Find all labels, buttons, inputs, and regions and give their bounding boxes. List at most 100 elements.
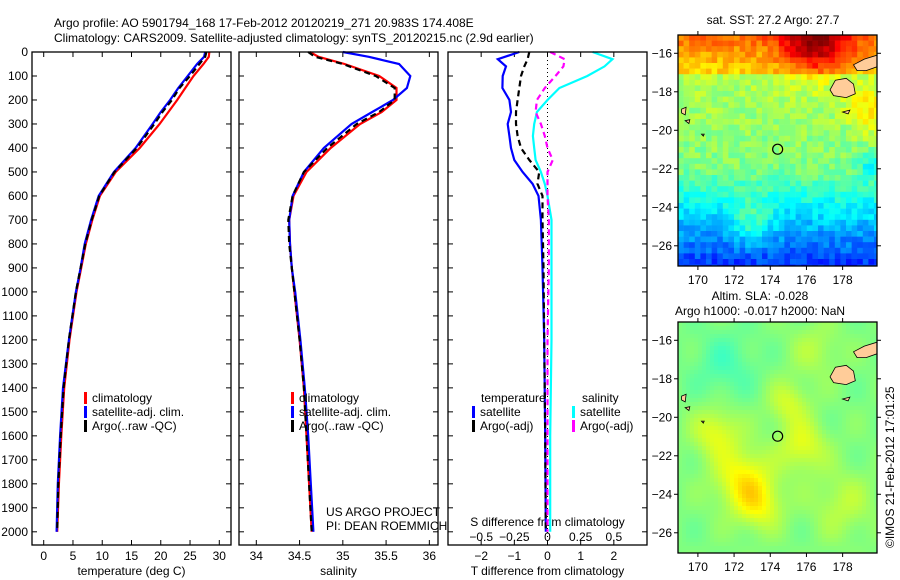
map-cell bbox=[830, 442, 835, 447]
map-cell bbox=[746, 390, 751, 395]
map-cell bbox=[782, 550, 787, 554]
lon-tick-label: 176 bbox=[796, 560, 816, 574]
map-cell bbox=[857, 124, 864, 131]
x-tick-label: 35.5 bbox=[374, 549, 398, 563]
map-cell bbox=[866, 518, 871, 523]
map-cell bbox=[846, 326, 851, 331]
map-cell bbox=[790, 382, 795, 387]
map-cell bbox=[750, 530, 755, 535]
map-cell bbox=[829, 63, 836, 69]
map-cell bbox=[790, 107, 796, 114]
map-cell bbox=[722, 334, 727, 339]
map-cell bbox=[706, 414, 711, 419]
map-cell bbox=[711, 147, 718, 153]
map-cell bbox=[758, 506, 763, 511]
map-cell bbox=[745, 113, 752, 120]
map-cell bbox=[874, 450, 878, 455]
map-cell bbox=[734, 124, 740, 131]
map-cell bbox=[770, 390, 775, 395]
map-cell bbox=[810, 486, 815, 491]
map-cell bbox=[782, 378, 787, 383]
map-cell bbox=[706, 410, 711, 415]
map-cell bbox=[734, 163, 740, 170]
map-cell bbox=[857, 79, 864, 86]
map-cell bbox=[806, 370, 811, 375]
map-cell bbox=[766, 354, 771, 359]
map-cell bbox=[854, 506, 859, 511]
map-cell bbox=[818, 538, 823, 543]
map-cell bbox=[834, 330, 839, 335]
map-cell bbox=[862, 438, 867, 443]
map-cell bbox=[784, 169, 791, 176]
map-cell bbox=[746, 522, 751, 527]
map-cell bbox=[770, 358, 775, 363]
map-cell bbox=[698, 390, 703, 395]
map-cell bbox=[750, 494, 755, 499]
map-cell bbox=[698, 350, 703, 355]
map-cell bbox=[874, 458, 878, 463]
map-cell bbox=[778, 119, 785, 125]
map-cell bbox=[801, 163, 808, 170]
map-cell bbox=[714, 418, 719, 423]
map-cell bbox=[714, 394, 719, 399]
s-tick-label: 0.5 bbox=[605, 530, 622, 544]
map-cell bbox=[728, 158, 735, 165]
map-cell bbox=[795, 180, 802, 187]
map-cell bbox=[710, 402, 715, 407]
map-cell bbox=[750, 197, 757, 204]
map-cell bbox=[766, 462, 771, 467]
map-cell bbox=[706, 180, 712, 187]
map-cell bbox=[834, 141, 841, 148]
map-cell bbox=[790, 147, 796, 153]
map-cell bbox=[806, 40, 813, 47]
map-cell bbox=[700, 40, 707, 47]
map-cell bbox=[826, 494, 831, 499]
map-cell bbox=[854, 418, 859, 423]
map-cell bbox=[730, 338, 735, 343]
map-cell bbox=[806, 418, 811, 423]
map-cell bbox=[823, 158, 830, 165]
map-cell bbox=[806, 406, 811, 411]
map-cell bbox=[818, 334, 823, 339]
map-cell bbox=[862, 322, 867, 327]
map-cell bbox=[762, 466, 767, 471]
map-cell bbox=[829, 219, 836, 226]
map-cell bbox=[702, 358, 707, 363]
map-cell bbox=[767, 113, 774, 120]
map-cell bbox=[706, 422, 711, 427]
map-cell bbox=[818, 526, 823, 531]
map-cell bbox=[714, 470, 719, 475]
map-cell bbox=[846, 490, 851, 495]
map-cell bbox=[846, 394, 851, 399]
map-cell bbox=[734, 191, 740, 198]
map-cell bbox=[801, 40, 808, 47]
map-cell bbox=[750, 342, 755, 347]
map-cell bbox=[745, 208, 752, 215]
map-cell bbox=[850, 494, 855, 499]
map-cell bbox=[834, 242, 841, 249]
map-cell bbox=[694, 191, 701, 198]
map-cell bbox=[784, 91, 791, 97]
map-cell bbox=[782, 350, 787, 355]
map-cell bbox=[683, 85, 690, 92]
map-cell bbox=[846, 130, 852, 137]
map-cell bbox=[795, 186, 802, 193]
plot-frame bbox=[238, 51, 439, 546]
map-cell bbox=[802, 486, 807, 491]
map-cell bbox=[700, 51, 707, 58]
map-cell bbox=[778, 466, 783, 471]
map-cell bbox=[826, 398, 831, 403]
map-cell bbox=[798, 430, 803, 435]
map-cell bbox=[726, 402, 731, 407]
map-cell bbox=[710, 422, 715, 427]
map-cell bbox=[718, 366, 723, 371]
map-cell bbox=[734, 470, 739, 475]
map-cell bbox=[838, 342, 843, 347]
map-cell bbox=[690, 374, 695, 379]
map-cell bbox=[862, 422, 867, 427]
map-cell bbox=[802, 458, 807, 463]
map-cell bbox=[801, 180, 808, 187]
legend-label: Argo(-adj) bbox=[480, 419, 533, 433]
map-cell bbox=[722, 418, 727, 423]
map-cell bbox=[750, 330, 755, 335]
